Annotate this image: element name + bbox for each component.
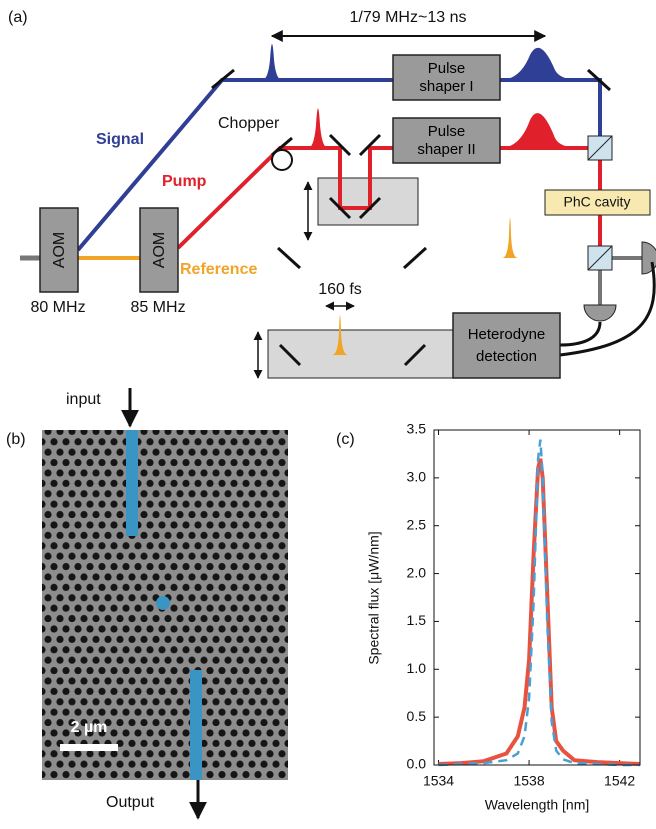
freq-label: 80 MHz	[30, 299, 85, 316]
output-label: Output	[106, 794, 155, 811]
cavity-label: PhC cavity	[564, 194, 631, 210]
x-tick-label: 1542	[604, 773, 635, 789]
scale-bar	[60, 744, 118, 751]
x-tick-label: 1534	[423, 773, 454, 789]
period-label: 1/79 MHz~13 ns	[350, 9, 467, 26]
aom-label: AOM	[151, 232, 168, 268]
detection-label: Heterodyne detection	[453, 313, 560, 378]
plot: 0.0 0.5 1.0 1.5 2.0 2.5 3.0 3.5 1534 1538 1542	[407, 421, 640, 789]
signal-label: Signal	[96, 131, 144, 148]
panel-label: (b)	[6, 431, 26, 448]
x-tick-label: 1538	[513, 773, 544, 789]
freq-label: 85 MHz	[130, 299, 185, 316]
pump-label: Pump	[162, 173, 207, 190]
y-tick-label: 2.0	[407, 564, 427, 580]
shaper-text: Pulse shaper I	[393, 55, 500, 100]
aom-label: AOM	[51, 232, 68, 268]
panel-label: (c)	[336, 431, 355, 448]
chopper-label: Chopper	[218, 115, 280, 132]
pulse	[500, 113, 580, 148]
y-tick-label: 0.0	[407, 756, 427, 772]
figure: (a) 1/79 MHz~13 ns AOM AOM Pulse shaper …	[0, 0, 656, 824]
detector	[584, 305, 616, 321]
input-label: input	[66, 391, 101, 408]
pulse	[502, 218, 518, 259]
delay-stage	[268, 330, 472, 378]
shaper-label: Pulse shaper II	[393, 118, 500, 163]
pulse	[500, 48, 580, 80]
cavity	[156, 596, 170, 610]
y-tick-label: 1.5	[407, 612, 427, 628]
width-label: 160 fs	[318, 281, 362, 298]
reference-label: Reference	[180, 261, 257, 278]
y-tick-label: 3.5	[407, 421, 427, 437]
y-tick-label: 0.5	[407, 708, 427, 724]
pulse	[262, 44, 282, 80]
shaper-label: Pulse shaper I	[393, 55, 500, 100]
series-line	[439, 459, 641, 764]
panel-label: (a)	[8, 9, 28, 26]
y-tick-label: 1.0	[407, 660, 427, 676]
waveguide	[126, 430, 138, 536]
detection-text: Heterodyne detection	[453, 313, 560, 378]
y-axis-label: Spectral flux [μW/nm]	[366, 531, 382, 664]
scale-label: 2 µm	[71, 719, 108, 736]
x-axis-label: Wavelength [nm]	[485, 797, 590, 813]
y-tick-label: 3.0	[407, 469, 427, 485]
shaper-text: Pulse shaper II	[393, 118, 500, 163]
pulse	[308, 109, 328, 149]
waveguide	[190, 670, 202, 780]
series-line	[439, 440, 641, 765]
y-tick-label: 2.5	[407, 516, 427, 532]
chopper-wheel	[272, 150, 292, 170]
